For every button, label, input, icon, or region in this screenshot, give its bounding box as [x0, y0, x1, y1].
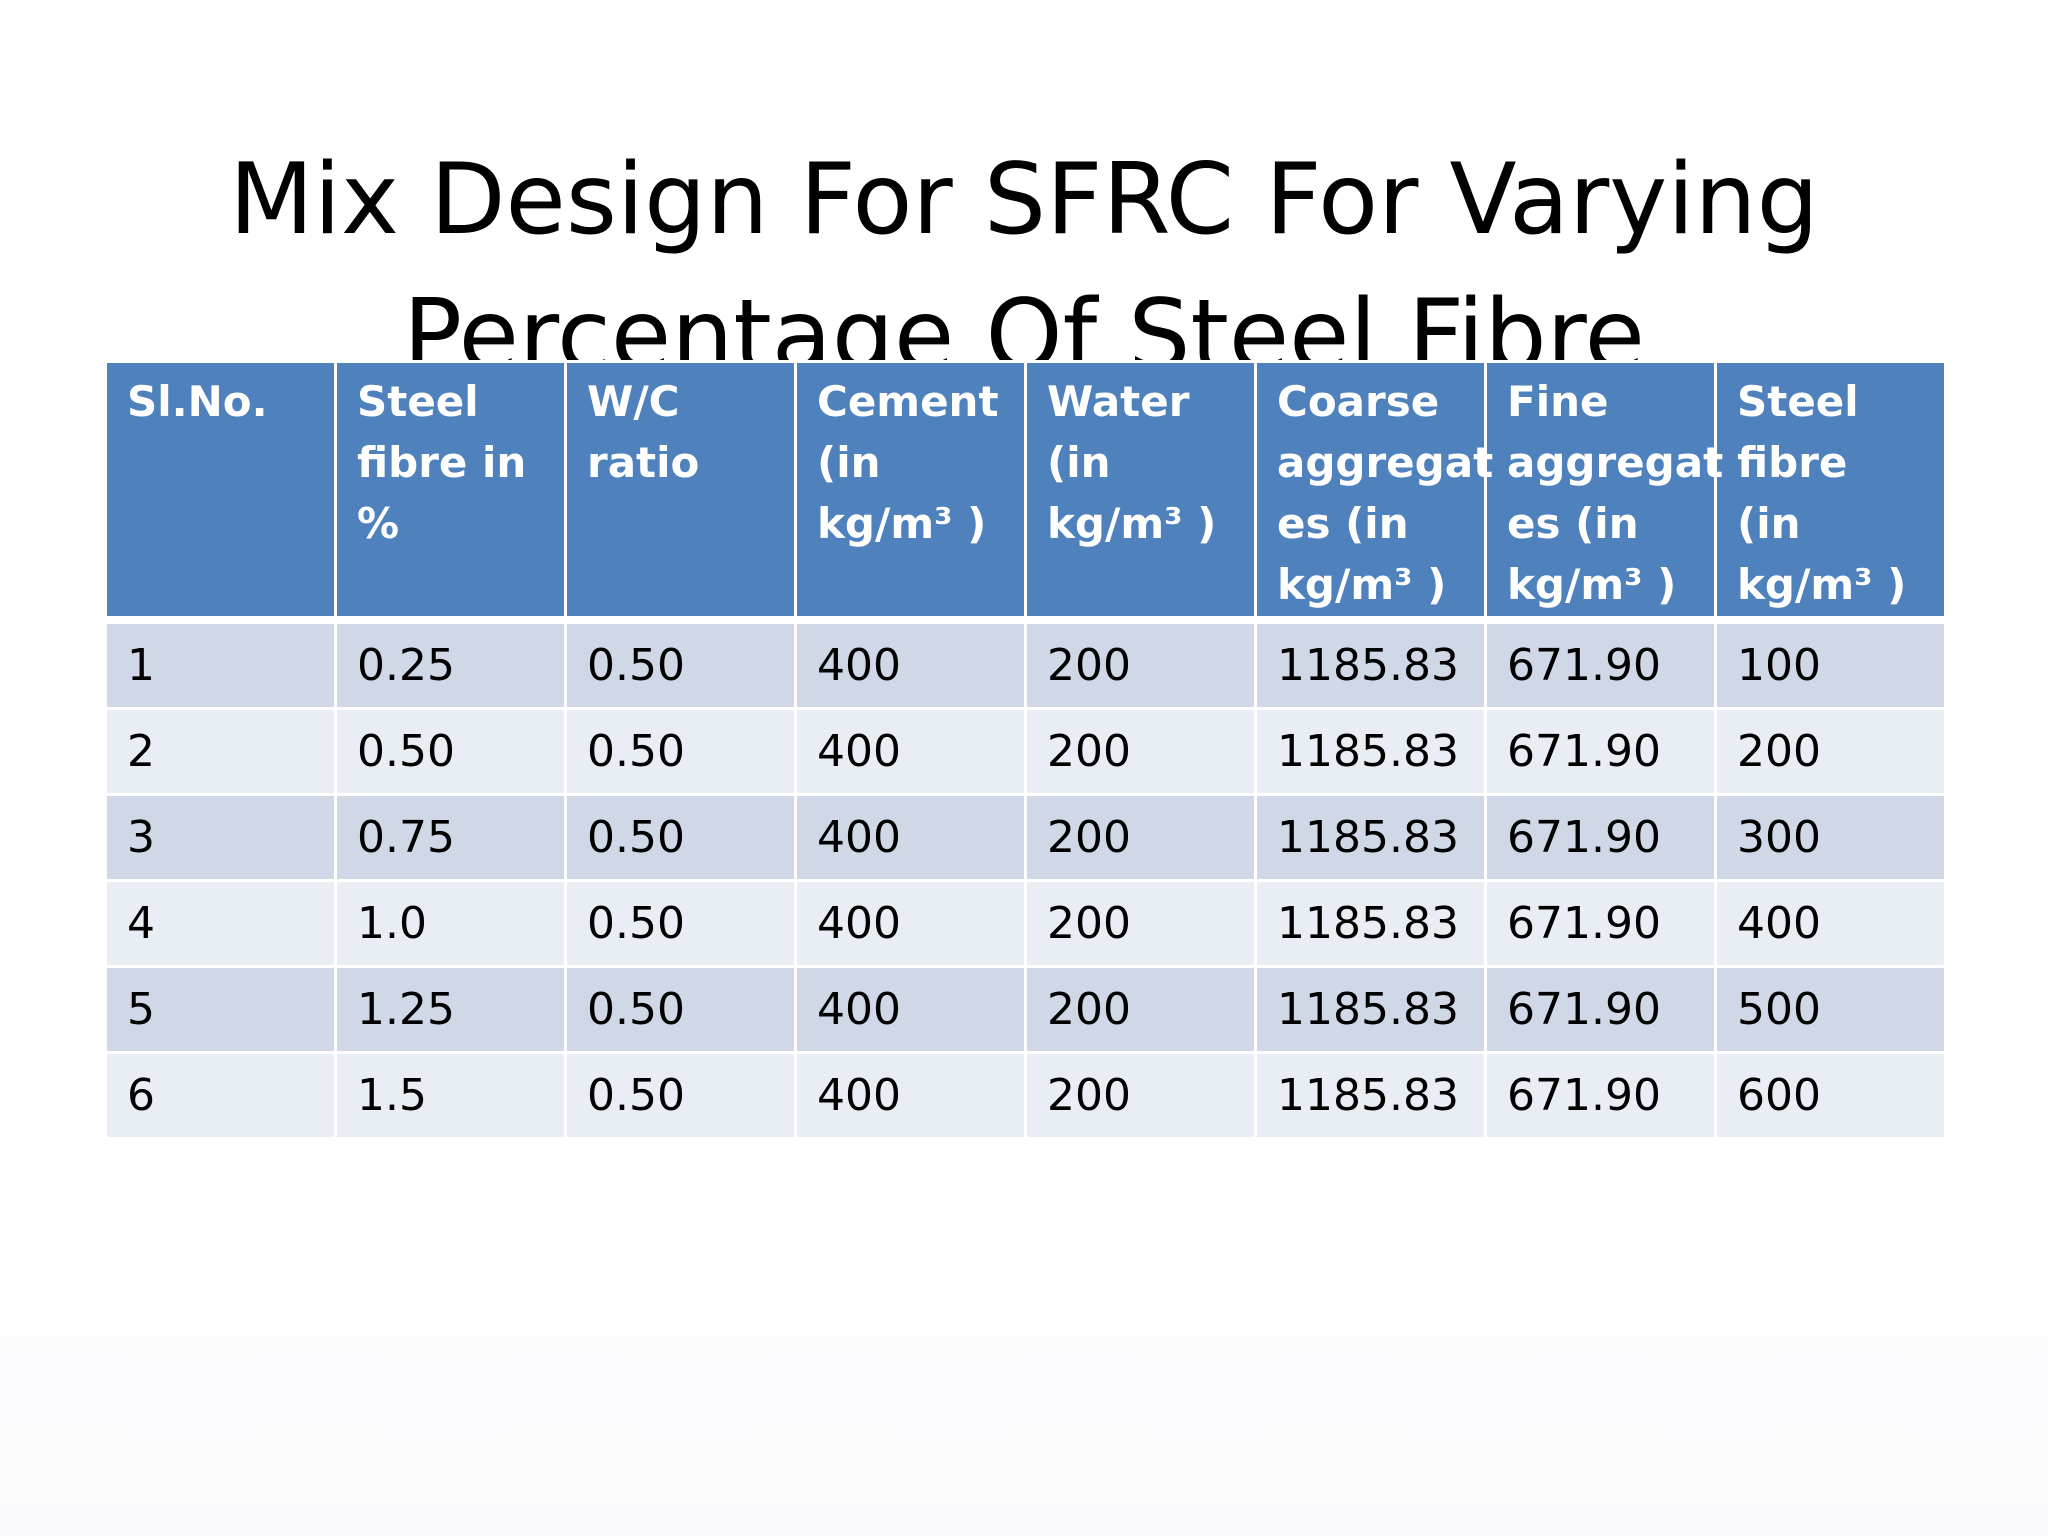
cell-steel-fibre-percent: 1.0 [334, 878, 567, 968]
header-coarse-aggregates: Coarse aggregat es (in kg/m³ ) [1254, 360, 1493, 624]
header-steel-fibre-kg: Steel fibre (in kg/m³ ) [1714, 360, 1947, 624]
cell-cement: 400 [794, 964, 1027, 1054]
cell-fine-aggregates: 671.90 [1484, 618, 1717, 710]
cell-coarse-aggregates: 1185.83 [1254, 1050, 1487, 1140]
cell-sl-no: 2 [104, 706, 337, 796]
cell-fine-aggregates: 671.90 [1484, 1050, 1717, 1140]
cell-water: 200 [1024, 792, 1257, 882]
cell-cement: 400 [794, 1050, 1027, 1140]
table-row: 3 0.75 0.50 400 200 1185.83 671.90 300 [104, 792, 1947, 882]
slide-title-line-1: Mix Design For SFRC For Varying [229, 142, 1819, 257]
cell-wc-ratio: 0.50 [564, 618, 797, 710]
header-cement: Cement (in kg/m³ ) [794, 360, 1027, 624]
header-sl-no: Sl.No. [104, 360, 337, 624]
cell-coarse-aggregates: 1185.83 [1254, 964, 1487, 1054]
cell-coarse-aggregates: 1185.83 [1254, 706, 1487, 796]
cell-steel-fibre-percent: 1.5 [334, 1050, 567, 1140]
cell-wc-ratio: 0.50 [564, 1050, 797, 1140]
cell-steel-fibre-kg: 300 [1714, 792, 1947, 882]
cell-cement: 400 [794, 878, 1027, 968]
cell-water: 200 [1024, 706, 1257, 796]
cell-steel-fibre-kg: 500 [1714, 964, 1947, 1054]
cell-sl-no: 5 [104, 964, 337, 1054]
cell-fine-aggregates: 671.90 [1484, 964, 1717, 1054]
cell-water: 200 [1024, 618, 1257, 710]
cell-steel-fibre-kg: 400 [1714, 878, 1947, 968]
cell-fine-aggregates: 671.90 [1484, 706, 1717, 796]
cell-sl-no: 6 [104, 1050, 337, 1140]
cell-water: 200 [1024, 1050, 1257, 1140]
cell-steel-fibre-percent: 1.25 [334, 964, 567, 1054]
header-water: Water (in kg/m³ ) [1024, 360, 1257, 624]
cell-cement: 400 [794, 792, 1027, 882]
cell-steel-fibre-percent: 0.75 [334, 792, 567, 882]
cell-steel-fibre-kg: 100 [1714, 618, 1947, 710]
cell-sl-no: 4 [104, 878, 337, 968]
header-wc-ratio: W/C ratio [564, 360, 797, 624]
table-header-row: Sl.No. Steel fibre in % W/C ratio Cement… [104, 360, 1947, 624]
cell-cement: 400 [794, 618, 1027, 710]
cell-water: 200 [1024, 878, 1257, 968]
mix-design-table: Sl.No. Steel fibre in % W/C ratio Cement… [104, 360, 1947, 1140]
cell-steel-fibre-kg: 200 [1714, 706, 1947, 796]
slide-title: Mix Design For SFRC For Varying Percenta… [0, 132, 2048, 404]
cell-coarse-aggregates: 1185.83 [1254, 618, 1487, 710]
cell-coarse-aggregates: 1185.83 [1254, 792, 1487, 882]
cell-wc-ratio: 0.50 [564, 792, 797, 882]
cell-water: 200 [1024, 964, 1257, 1054]
table-row: 5 1.25 0.50 400 200 1185.83 671.90 500 [104, 964, 1947, 1054]
cell-fine-aggregates: 671.90 [1484, 792, 1717, 882]
cell-fine-aggregates: 671.90 [1484, 878, 1717, 968]
cell-coarse-aggregates: 1185.83 [1254, 878, 1487, 968]
header-steel-fibre-percent: Steel fibre in % [334, 360, 567, 624]
cell-wc-ratio: 0.50 [564, 706, 797, 796]
cell-steel-fibre-kg: 600 [1714, 1050, 1947, 1140]
cell-cement: 400 [794, 706, 1027, 796]
cell-wc-ratio: 0.50 [564, 878, 797, 968]
cell-steel-fibre-percent: 0.25 [334, 618, 567, 710]
table-row: 6 1.5 0.50 400 200 1185.83 671.90 600 [104, 1050, 1947, 1140]
cell-wc-ratio: 0.50 [564, 964, 797, 1054]
header-fine-aggregates: Fine aggregat es (in kg/m³ ) [1484, 360, 1723, 624]
cell-sl-no: 1 [104, 618, 337, 710]
table-row: 1 0.25 0.50 400 200 1185.83 671.90 100 [104, 618, 1947, 710]
cell-sl-no: 3 [104, 792, 337, 882]
table-row: 2 0.50 0.50 400 200 1185.83 671.90 200 [104, 706, 1947, 796]
table-row: 4 1.0 0.50 400 200 1185.83 671.90 400 [104, 878, 1947, 968]
cell-steel-fibre-percent: 0.50 [334, 706, 567, 796]
